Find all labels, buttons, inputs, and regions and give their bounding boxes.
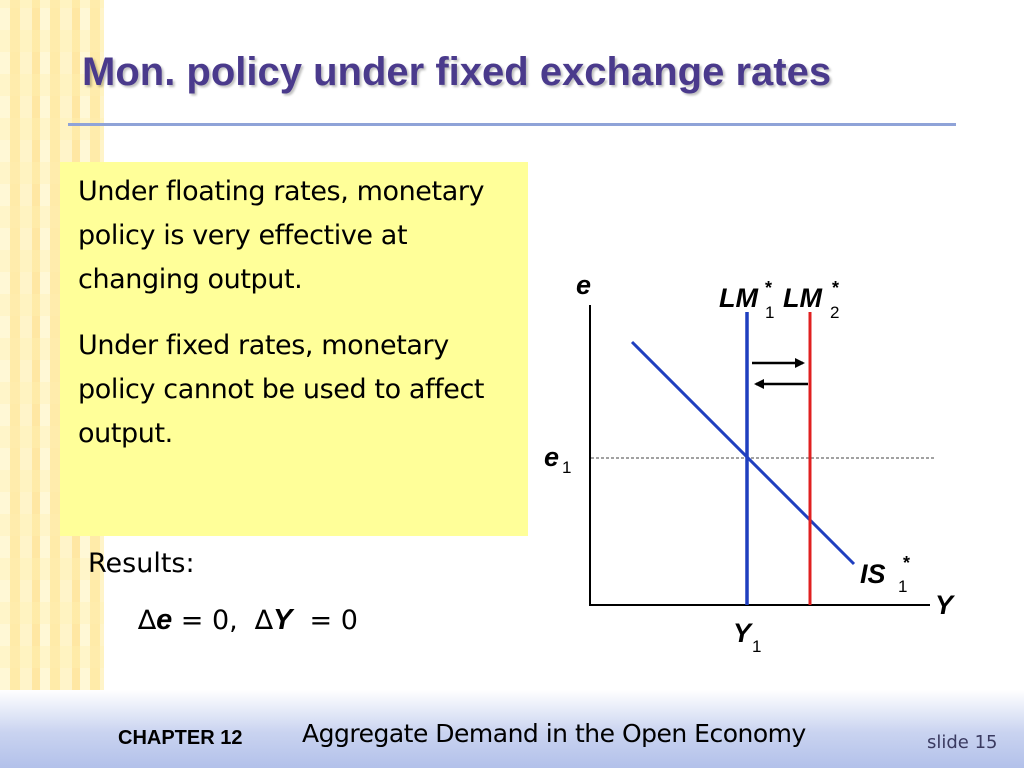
delta-symbol: ∆ bbox=[138, 605, 157, 636]
y-axis-label: e bbox=[576, 270, 591, 300]
slide-number: slide 15 bbox=[927, 732, 998, 753]
lm1-label: LM bbox=[719, 283, 758, 313]
is-lm-diagram: e Y e 1 Y 1 LM * 1 LM * 2 IS * 1 bbox=[544, 270, 956, 656]
e1-subscript: 1 bbox=[562, 458, 571, 477]
is-curve bbox=[630, 340, 856, 566]
var-e: e bbox=[156, 604, 173, 636]
delta-symbol-2: ∆ bbox=[254, 605, 273, 636]
is-subscript: 1 bbox=[898, 577, 907, 596]
chapter-label: CHAPTER 12 bbox=[118, 727, 243, 749]
x-axis-label: Y bbox=[935, 590, 956, 620]
floating-rates-text: Under floating rates, monetary policy is… bbox=[78, 176, 485, 295]
lm1-subscript: 1 bbox=[765, 303, 774, 322]
e1-label: e bbox=[544, 442, 559, 472]
lm2-superscript: * bbox=[832, 278, 839, 298]
footer-bar bbox=[0, 690, 1024, 768]
results-label: Results: bbox=[88, 548, 195, 579]
y1-subscript: 1 bbox=[752, 637, 761, 656]
results-equation: ∆e = 0, ∆Y = 0 bbox=[138, 604, 358, 637]
fixed-rates-text: Under fixed rates, monetary policy canno… bbox=[78, 330, 485, 449]
slide-title: Mon. policy under fixed exchange rates bbox=[82, 50, 832, 94]
title-divider bbox=[68, 123, 956, 126]
summary-textbox: Under floating rates, monetary policy is… bbox=[60, 162, 528, 536]
equals-zero-2: = 0 bbox=[292, 605, 358, 636]
chapter-title: Aggregate Demand in the Open Economy bbox=[302, 719, 806, 748]
equals-zero-1: = 0, bbox=[172, 605, 255, 636]
y1-label: Y bbox=[733, 618, 754, 648]
lm2-label: LM bbox=[783, 283, 822, 313]
var-y: Y bbox=[272, 604, 293, 636]
lm1-superscript: * bbox=[765, 278, 772, 298]
lm2-subscript: 2 bbox=[830, 303, 839, 322]
is-label: IS bbox=[860, 559, 886, 589]
is-superscript: * bbox=[903, 553, 910, 573]
